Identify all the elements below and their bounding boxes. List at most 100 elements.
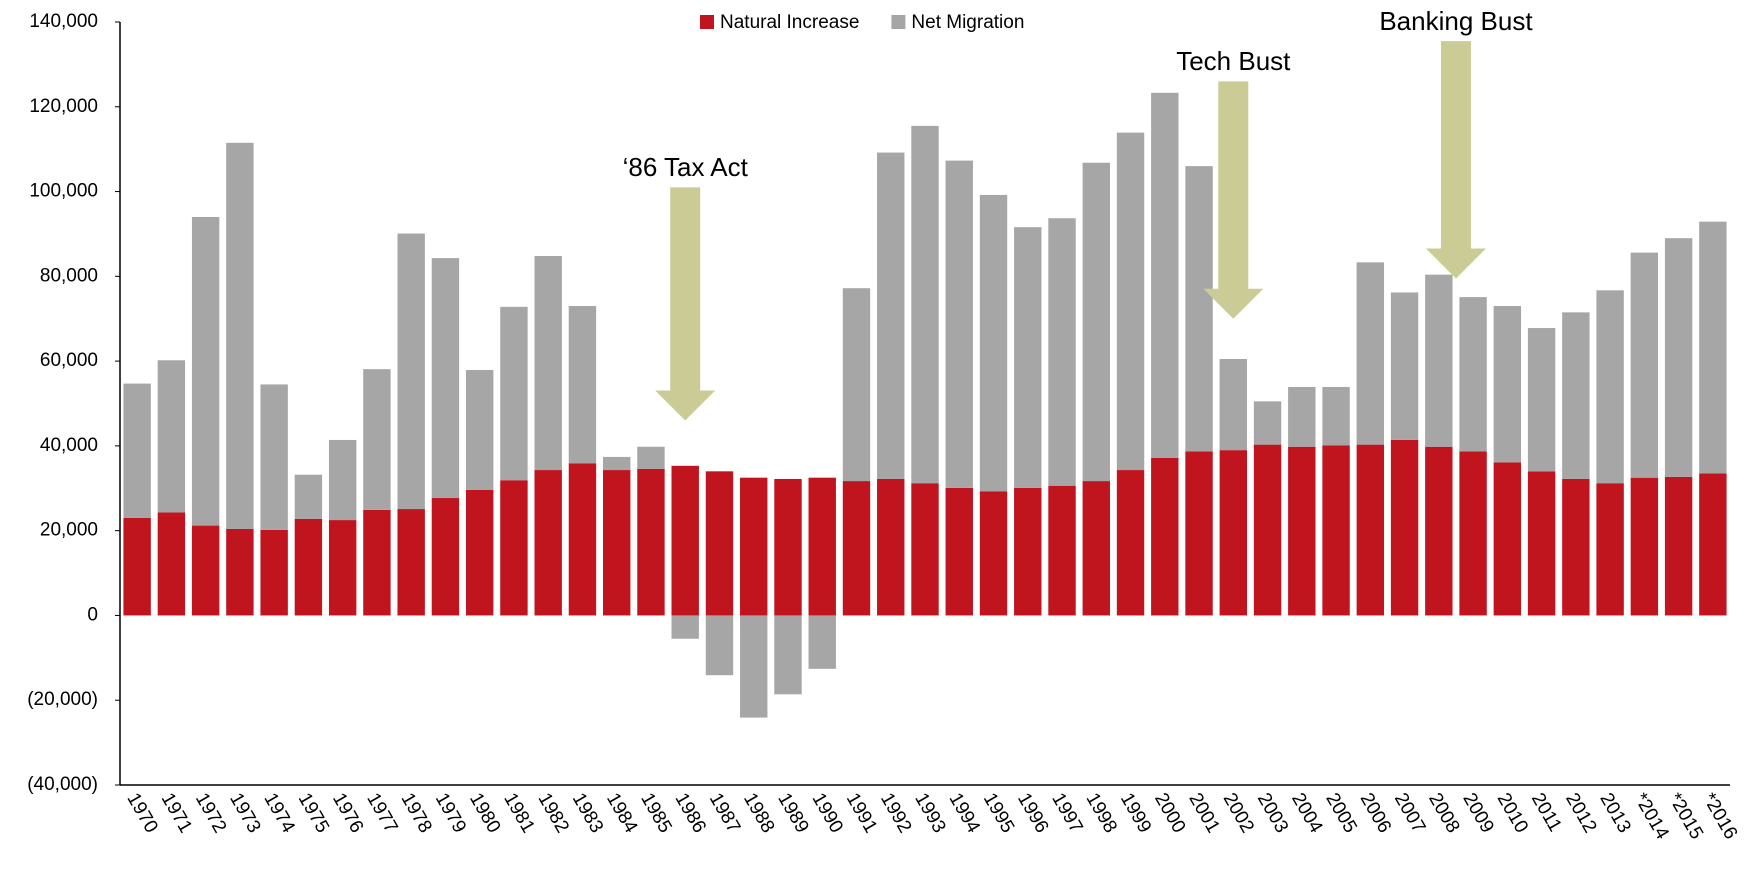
bar-segment [1014,227,1042,488]
x-tick-label: 1999 [1116,790,1155,837]
bar-segment [705,471,734,616]
x-tick-label: 2007 [1390,790,1429,837]
bar-segment [1459,451,1487,616]
bar-segment [123,383,151,518]
x-tick-label: 1977 [362,790,401,837]
bar-segment [260,384,288,530]
bar-segment [1185,451,1213,616]
y-tick-label: (40,000) [27,774,98,795]
bar-segment [945,160,973,488]
bar-segment [1562,312,1590,479]
x-tick-label: 2003 [1253,790,1292,837]
x-tick-label: 1976 [328,790,367,837]
x-tick-label: 1997 [1047,790,1086,837]
x-tick-label: 1988 [739,790,778,837]
bar-segment [191,216,220,526]
bar-segment [945,487,973,616]
x-tick-label: 1974 [259,790,299,837]
bar-segment [774,478,802,616]
x-tick-label: *2016 [1698,790,1741,844]
x-tick-label: 1991 [842,790,881,837]
x-tick-label: 2011 [1527,790,1566,836]
bar-segment [979,491,1008,616]
y-tick-label: 80,000 [40,265,98,286]
x-tick-label: 2004 [1287,790,1327,837]
bar-segment [1425,274,1453,447]
bar-segment [1664,238,1693,477]
bar-segment [157,512,186,616]
bar-segment [431,498,460,616]
x-tick-label: 2000 [1150,790,1189,837]
annotation-label: Banking Bust [1379,6,1533,36]
bar-segment [877,152,905,479]
bar-segment [431,258,460,499]
bar-segment [911,483,939,616]
legend-swatch [700,15,714,29]
bar-segment [260,529,288,616]
bar-segment [1082,162,1110,482]
x-tick-label: 2001 [1184,790,1223,837]
bar-segment [1596,483,1624,616]
x-tick-label: 1989 [773,790,812,837]
legend-label: Natural Increase [720,12,859,33]
bar-segment [363,369,391,510]
bar-segment [671,615,699,639]
bar-segment [328,439,357,521]
x-tick-label: 1982 [534,790,573,837]
bar-segment [705,615,734,676]
bar-segment [774,615,802,695]
bar-segment [294,518,323,616]
bar-segment [363,509,391,616]
x-tick-label: 1971 [157,790,196,837]
y-tick-label: (20,000) [27,689,98,710]
x-tick-label: 1981 [499,790,538,837]
x-tick-label: 1985 [636,790,675,837]
annotation-arrow [655,187,716,421]
bar-segment [877,478,905,616]
bar-segment [568,463,597,616]
y-tick-label: 20,000 [40,520,98,541]
bar-segment [500,480,528,616]
x-tick-label: 1983 [568,790,607,837]
bar-segment [1562,478,1590,616]
bar-segment [1253,401,1282,445]
bar-segment [1390,439,1419,616]
y-tick-label: 0 [87,604,98,625]
x-tick-label: 2012 [1561,790,1600,837]
x-tick-label: 1987 [705,790,744,837]
bar-segment [465,489,494,616]
bar-segment [1322,386,1350,446]
bar-segment [465,370,494,490]
bar-segment [397,233,425,510]
bar-segment [191,525,220,616]
bar-segment [123,517,151,616]
y-tick-label: 140,000 [29,11,98,32]
bar-segment [1048,218,1076,486]
bar-segment [1425,446,1453,616]
bar-segment [226,142,254,529]
bar-segment [637,446,665,469]
x-tick-label: 1990 [808,790,847,837]
bar-segment [1664,476,1693,616]
bar-segment [534,255,562,471]
bar-segment [1185,166,1213,452]
x-tick-label: 2002 [1219,790,1258,837]
bar-segment [157,360,186,513]
bar-segment [1082,481,1110,616]
bar-segment [1288,446,1316,616]
bar-segment [1219,450,1247,616]
y-tick-label: 40,000 [40,435,98,456]
x-tick-label: 2013 [1595,790,1634,837]
bar-segment [1322,445,1350,616]
annotation-label: ‘86 Tax Act [623,152,749,182]
bar-segment [500,306,528,481]
bar-segment [1116,470,1145,616]
x-tick-label: 1972 [191,790,230,837]
bar-segment [911,125,939,484]
bar-segment [294,474,323,519]
y-tick-label: 120,000 [29,96,98,117]
annotation-arrow [1425,41,1486,279]
bar-segment [1630,252,1659,478]
bar-segment [1253,444,1282,616]
